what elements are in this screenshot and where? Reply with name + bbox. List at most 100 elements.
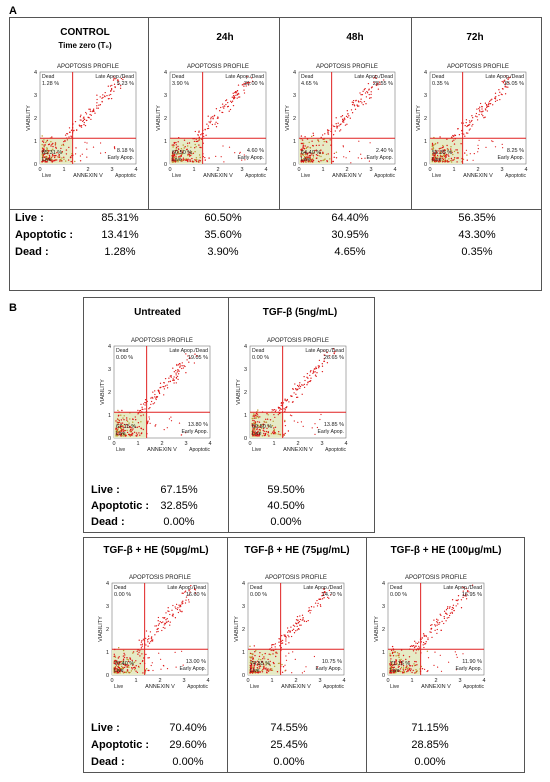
data-point [255, 650, 257, 652]
data-point [177, 159, 179, 161]
data-point [215, 155, 217, 157]
data-point [104, 91, 106, 94]
flow-plot-b-untreated: APOPTOSIS PROFILE Dead 0.00 % Late Apop./De… [100, 334, 215, 454]
data-point [51, 155, 54, 157]
data-point [340, 129, 342, 131]
data-point [189, 357, 191, 359]
data-point [399, 668, 402, 670]
data-point [487, 103, 490, 106]
data-point [465, 593, 467, 595]
data-point [320, 155, 322, 158]
data-point [394, 671, 397, 674]
data-point [287, 631, 289, 633]
data-point [432, 152, 435, 154]
x-tick-label: 4 [208, 441, 211, 447]
data-point [135, 670, 137, 672]
data-point [410, 645, 413, 647]
data-point [91, 110, 93, 113]
data-point [132, 424, 134, 427]
data-point [176, 364, 178, 367]
data-point [187, 154, 189, 157]
data-point [482, 110, 484, 112]
data-point [254, 651, 256, 653]
y-axis-label: VIABILITY [416, 105, 422, 131]
data-point [86, 148, 88, 150]
data-point [361, 93, 364, 96]
data-point [465, 149, 467, 151]
data-point [177, 611, 180, 614]
x-tick-label: 1 [192, 167, 195, 173]
data-point [120, 77, 123, 80]
data-point [257, 417, 260, 419]
data-point [120, 85, 122, 87]
data-point [155, 424, 157, 426]
quadrant-value-dead: 0.35 % [432, 81, 449, 87]
data-point [115, 662, 117, 664]
data-point [175, 372, 177, 374]
data-point [311, 161, 314, 163]
data-point [439, 613, 441, 615]
data-point [94, 112, 96, 114]
data-point [465, 121, 467, 124]
data-point [199, 156, 201, 159]
data-point [393, 672, 395, 674]
data-point [439, 160, 441, 162]
data-point [273, 429, 276, 432]
quadrant-value-late: 19.05 % [188, 355, 208, 361]
data-point [299, 615, 301, 617]
data-point [314, 149, 316, 152]
data-point [365, 103, 367, 105]
data-point [273, 427, 275, 429]
data-point [423, 635, 425, 637]
data-point [436, 154, 439, 157]
data-point [296, 384, 299, 387]
data-point [421, 668, 424, 670]
y-tick-label: 1 [108, 413, 111, 419]
data-point [140, 644, 142, 646]
data-point [443, 610, 446, 612]
data-point [131, 667, 133, 669]
data-point [430, 624, 432, 627]
panel-b-he75-live: 74.55% [270, 722, 308, 734]
data-point [172, 151, 174, 153]
data-point [198, 139, 200, 141]
data-point [357, 157, 359, 159]
data-point [256, 664, 259, 666]
data-point [451, 599, 454, 601]
panel-a-stats-divider [9, 209, 542, 210]
data-point [148, 408, 150, 410]
data-point [127, 666, 129, 668]
data-point [501, 93, 503, 96]
data-point [256, 427, 258, 429]
data-point [257, 670, 259, 673]
data-point [312, 144, 314, 147]
data-point [79, 155, 81, 157]
data-point [41, 150, 43, 152]
panel-a-divider-2 [279, 17, 280, 209]
y-tick-label: 0 [106, 673, 109, 679]
data-point [303, 147, 305, 150]
data-point [160, 386, 162, 388]
data-point [292, 401, 294, 403]
data-point [332, 125, 335, 127]
data-point [295, 623, 298, 625]
panel-b-bottom-dead-label: Dead : [91, 756, 125, 768]
data-point [319, 598, 321, 600]
data-point [368, 160, 370, 162]
data-point [265, 418, 267, 420]
data-point [46, 147, 48, 149]
data-point [444, 160, 447, 162]
data-point [258, 658, 260, 660]
data-point [332, 348, 335, 350]
panel-a-control-apoptotic: 13.41% [101, 229, 139, 241]
data-point [68, 127, 71, 129]
data-point [296, 615, 299, 618]
data-point [41, 156, 44, 159]
data-point [43, 156, 45, 159]
x-tick-label: 4 [342, 678, 345, 684]
data-point [50, 159, 52, 162]
data-point [300, 154, 302, 157]
data-point [413, 646, 416, 649]
data-point [259, 664, 261, 666]
data-point [88, 108, 90, 110]
